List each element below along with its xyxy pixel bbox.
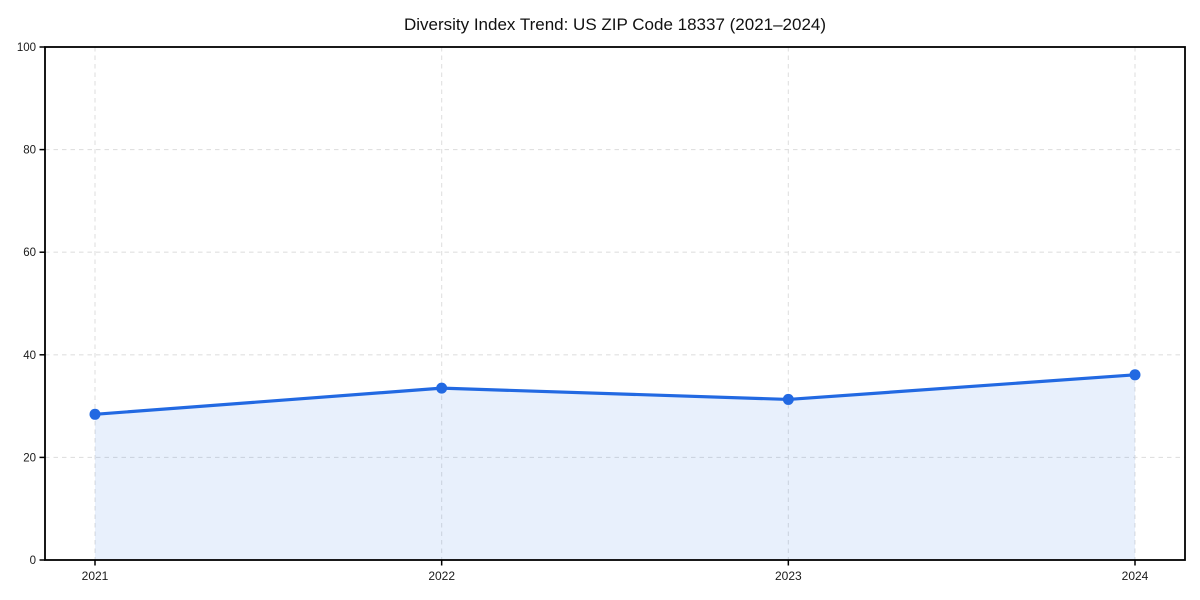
x-tick-label: 2021 <box>82 569 109 583</box>
data-point-2022 <box>436 382 448 394</box>
x-tick-label: 2024 <box>1122 569 1149 583</box>
y-tick-label: 40 <box>23 350 36 362</box>
data-point-2023 <box>782 393 794 405</box>
y-tick-label: 20 <box>23 452 36 464</box>
y-tick-label: 0 <box>30 555 36 567</box>
data-point-2024 <box>1129 369 1141 381</box>
chart-title: Diversity Index Trend: US ZIP Code 18337… <box>404 15 826 34</box>
trend-line <box>93 373 1137 416</box>
plot-border <box>44 46 1186 561</box>
y-tick-label: 100 <box>17 42 36 54</box>
x-tick-label: 2022 <box>428 569 455 583</box>
y-tick-label: 80 <box>23 145 36 157</box>
chart-layers: 0 20 40 60 80 100 2021 2022 2023 2024 <box>17 42 1186 583</box>
x-tick-label: 2023 <box>775 569 802 583</box>
data-point-2021 <box>89 408 101 420</box>
area-fill <box>95 374 1135 560</box>
y-tick-label: 60 <box>23 247 36 259</box>
